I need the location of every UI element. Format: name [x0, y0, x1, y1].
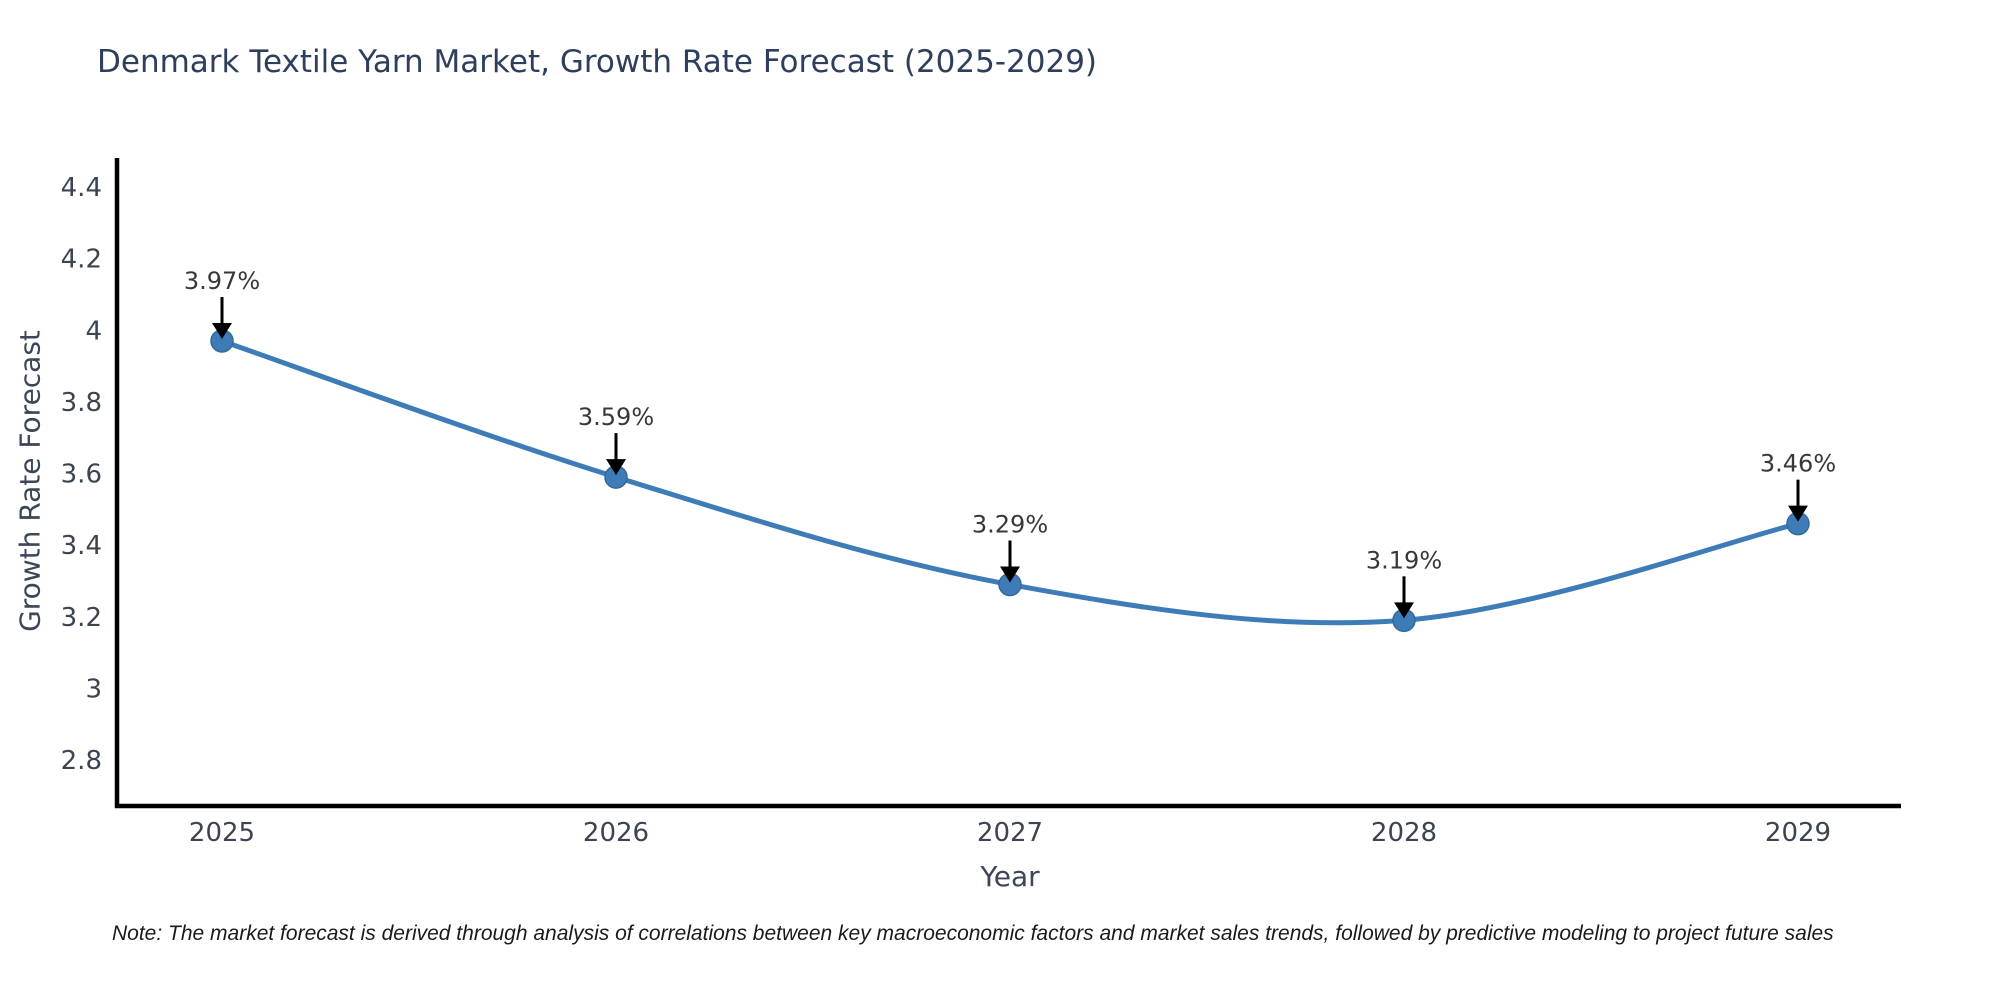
y-tick-label: 3.2 — [61, 603, 102, 633]
point-annotation-label: 3.19% — [1366, 546, 1442, 574]
y-tick-label: 4 — [85, 316, 102, 346]
point-annotation-label: 3.29% — [972, 511, 1048, 539]
y-tick-label: 4.2 — [61, 245, 102, 275]
x-axis-title: Year — [980, 860, 1040, 893]
y-tick-label: 3 — [85, 674, 102, 704]
point-annotation-label: 3.59% — [578, 403, 654, 431]
y-tick-label: 3.8 — [61, 388, 102, 418]
x-tick-label: 2026 — [583, 818, 649, 848]
y-tick-label: 3.4 — [61, 531, 102, 561]
x-tick-label: 2025 — [189, 818, 255, 848]
annotation-arrowhead-icon — [606, 459, 626, 476]
annotation-arrowhead-icon — [1788, 505, 1808, 522]
point-annotation-label: 3.46% — [1760, 450, 1836, 478]
annotation-arrowhead-icon — [1394, 602, 1414, 619]
annotation-arrowhead-icon — [1000, 566, 1020, 583]
footnote: Note: The market forecast is derived thr… — [112, 922, 1834, 945]
point-annotation-label: 3.97% — [184, 267, 260, 295]
annotation-arrowhead-icon — [212, 322, 232, 339]
x-tick-label: 2028 — [1371, 818, 1437, 848]
x-tick-label: 2027 — [977, 818, 1043, 848]
y-axis-title: Growth Rate Forecast — [13, 330, 47, 632]
y-tick-label: 2.8 — [61, 746, 102, 776]
y-tick-label: 4.4 — [61, 173, 102, 203]
chart-title: Denmark Textile Yarn Market, Growth Rate… — [97, 44, 1098, 80]
x-tick-label: 2029 — [1765, 818, 1831, 848]
y-tick-label: 3.6 — [61, 460, 102, 490]
